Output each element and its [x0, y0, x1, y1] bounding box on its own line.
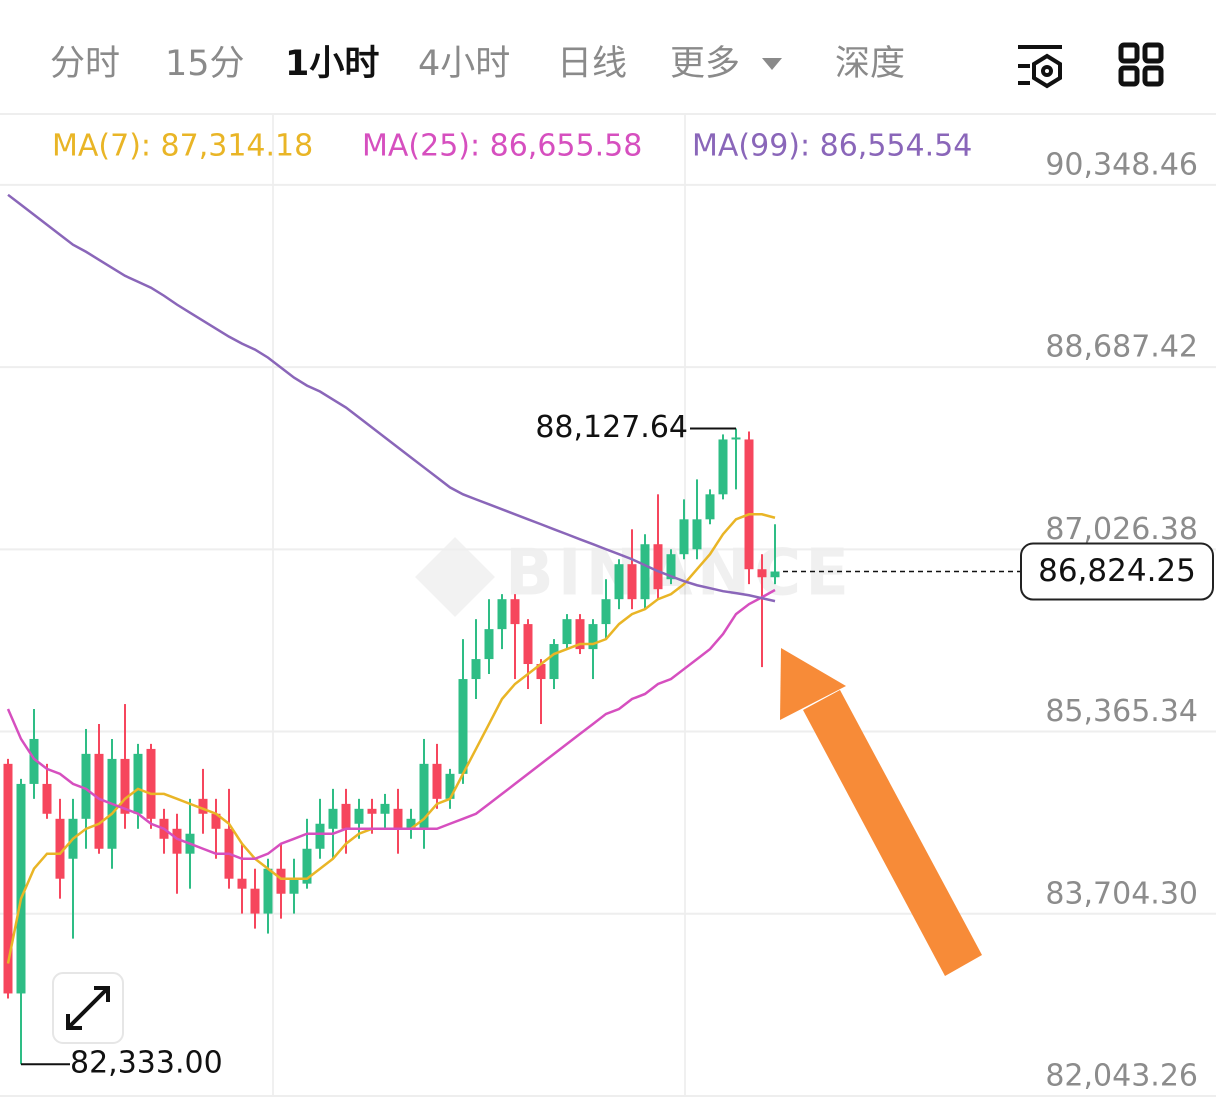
tab[interactable]: 15分 [165, 44, 245, 84]
y-tick-label: 82,043.26 [1045, 1059, 1198, 1094]
candle-body [562, 619, 572, 645]
ma-line [7, 193, 776, 603]
candle-body [575, 619, 585, 650]
watermark: BINANCE [505, 537, 853, 611]
candle-body [484, 629, 494, 660]
candle-body [393, 808, 403, 829]
candle-body [757, 569, 767, 578]
plot: BINANCE 90,348.46 88,687.42 87,026.38 85,365… [0, 129, 1216, 1097]
last-price-box [1020, 542, 1214, 601]
candle-body [198, 798, 208, 814]
candle-body [705, 494, 715, 520]
candle-body [315, 823, 325, 849]
y-tick-label: 88,687.42 [1045, 330, 1198, 365]
layout-icon[interactable] [1118, 42, 1164, 87]
legend-entry: MA(99): 86,554.54 [692, 129, 972, 164]
candle-body [471, 659, 481, 680]
candle-body [666, 554, 676, 580]
candle-body [770, 571, 780, 578]
candle-body [406, 818, 416, 829]
ma-line [6, 588, 776, 860]
candle-body [432, 763, 442, 799]
candle-body [419, 763, 429, 829]
candle-body [16, 783, 26, 994]
candle-body [55, 818, 65, 879]
arrow-annotation [780, 648, 982, 976]
tab[interactable]: 4小时 [418, 44, 510, 84]
candle-body [42, 783, 52, 814]
candle-body [172, 828, 182, 854]
candle-body [510, 599, 520, 625]
candle-body [497, 599, 507, 630]
candle-body [341, 803, 351, 829]
candle-body [718, 439, 728, 495]
candle-body [549, 644, 559, 680]
legend-entry: MA(25): 86,655.58 [362, 129, 642, 164]
candle-body [679, 519, 689, 555]
expand-button[interactable] [52, 972, 124, 1044]
candle-body [588, 624, 598, 650]
candle-body [627, 564, 637, 600]
tab[interactable]: 日线 [557, 44, 627, 84]
last-price-label: 86,824.25 [1038, 553, 1196, 589]
y-tick-label: 85,365.34 [1045, 694, 1198, 729]
low-label: 82,333.00 [70, 1046, 223, 1081]
watermark-logo [415, 537, 495, 617]
high-label: 88,127.64 [535, 410, 688, 445]
candle-body [614, 564, 624, 600]
candle-body [263, 868, 273, 914]
candle-body [146, 748, 156, 819]
candle-body [445, 773, 455, 799]
candle-body [536, 664, 546, 680]
indicator-icon[interactable] [1018, 45, 1062, 89]
candle-body [250, 888, 260, 914]
candle-body [133, 753, 143, 814]
legend-entry: MA(7): 87,314.18 [52, 129, 313, 164]
tab[interactable]: 深度 [835, 44, 905, 84]
candle-body [380, 803, 390, 814]
candle-body [81, 753, 91, 819]
candle-body [302, 848, 312, 884]
candle-body [94, 753, 104, 849]
candle-body [523, 624, 533, 665]
candle-body [29, 738, 39, 784]
candle-body [640, 544, 650, 600]
candle-body [458, 679, 468, 774]
candle-body [328, 808, 338, 829]
candle-body [354, 808, 364, 824]
candle-body [367, 808, 377, 814]
tab[interactable]: 分时 [50, 44, 120, 84]
candle-body [731, 437, 741, 440]
candle-body [744, 439, 754, 570]
candle-body [601, 599, 611, 625]
y-tick-label: 87,026.38 [1045, 512, 1198, 547]
candle-body [237, 878, 247, 889]
candle-body [3, 763, 13, 994]
candle-body [692, 519, 702, 550]
candle-body [289, 878, 299, 894]
candle-body [211, 813, 221, 829]
candle-body [653, 544, 663, 590]
candle-body [276, 868, 286, 894]
y-tick-label: 83,704.30 [1045, 876, 1198, 911]
y-tick-label: 90,348.46 [1045, 147, 1198, 182]
dropdown-caret[interactable] [762, 58, 782, 70]
tabs: 分时 15分 1小时 4小时 日线 更多 深度 [50, 44, 905, 84]
tab[interactable]: 1小时 [285, 44, 379, 84]
tab[interactable]: 更多 [670, 44, 740, 84]
candle-body [120, 758, 130, 814]
